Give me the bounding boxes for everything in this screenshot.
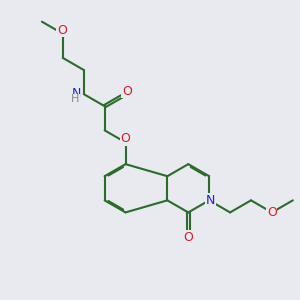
Text: O: O bbox=[121, 132, 130, 146]
Text: H: H bbox=[71, 94, 80, 104]
Text: O: O bbox=[122, 85, 132, 98]
Text: O: O bbox=[183, 231, 193, 244]
Text: O: O bbox=[57, 24, 67, 37]
Text: O: O bbox=[267, 206, 277, 219]
Text: N: N bbox=[71, 87, 81, 100]
Text: N: N bbox=[206, 194, 215, 207]
